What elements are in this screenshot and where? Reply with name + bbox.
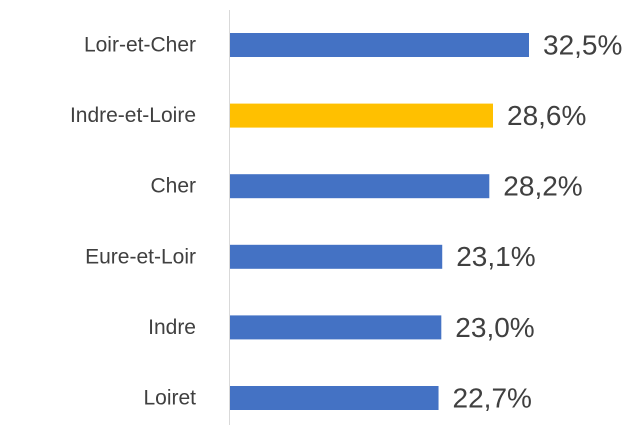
bar bbox=[230, 386, 439, 410]
category-label: Indre-et-Loire bbox=[70, 104, 196, 127]
value-label: 32,5% bbox=[543, 29, 622, 60]
value-label: 23,0% bbox=[455, 312, 534, 343]
category-label: Loir-et-Cher bbox=[84, 34, 196, 57]
value-label: 23,1% bbox=[456, 241, 535, 272]
bar bbox=[230, 244, 443, 269]
bar bbox=[230, 103, 493, 128]
bar bbox=[230, 174, 490, 199]
category-label: Loiret bbox=[143, 387, 196, 410]
value-label: 28,2% bbox=[503, 171, 582, 202]
category-label: Indre bbox=[148, 316, 196, 339]
category-label: Eure-et-Loir bbox=[85, 245, 196, 268]
bar bbox=[230, 315, 442, 340]
value-label: 28,6% bbox=[507, 100, 586, 131]
value-label: 22,7% bbox=[453, 382, 532, 413]
category-label: Cher bbox=[150, 175, 196, 198]
bar bbox=[230, 33, 529, 57]
